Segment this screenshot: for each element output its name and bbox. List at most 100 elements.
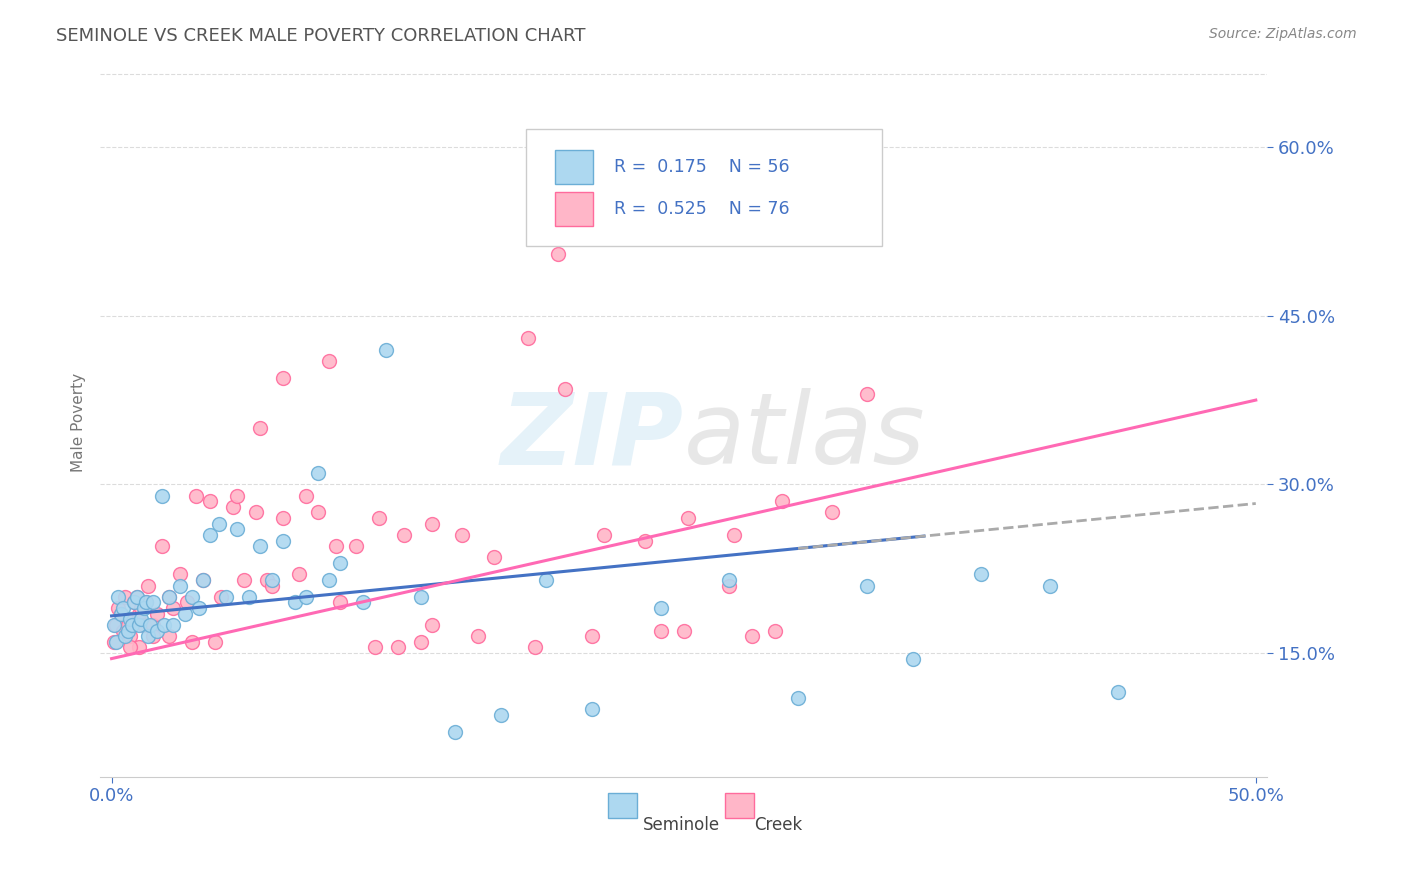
FancyBboxPatch shape (607, 793, 637, 818)
Point (970, 567, 993, 582)
Point (125, 590, 148, 604)
Point (443, 724, 465, 739)
Point (368, 511, 391, 525)
Point (107, 590, 129, 604)
Point (209, 590, 232, 604)
Y-axis label: Male Poverty: Male Poverty (72, 373, 86, 472)
Text: R =  0.525    N = 76: R = 0.525 N = 76 (613, 200, 789, 218)
Point (103, 634, 125, 648)
Point (581, 629, 603, 643)
Point (375, 343, 398, 357)
Point (650, 601, 672, 615)
Point (146, 607, 169, 621)
Point (114, 590, 136, 604)
Point (150, 489, 173, 503)
Point (208, 516, 231, 531)
Point (329, 556, 352, 570)
Point (142, 595, 165, 609)
Point (489, 707, 512, 722)
Point (142, 629, 165, 643)
Point (132, 601, 155, 615)
Text: Source: ZipAtlas.com: Source: ZipAtlas.com (1209, 27, 1357, 41)
Point (901, 651, 924, 665)
Point (409, 634, 432, 648)
Point (157, 629, 180, 643)
Point (855, 578, 877, 592)
Point (387, 640, 409, 655)
FancyBboxPatch shape (724, 793, 754, 818)
Point (157, 590, 180, 604)
Point (346, 539, 368, 553)
Point (260, 573, 283, 587)
Point (118, 629, 141, 643)
Point (672, 624, 695, 638)
Point (105, 618, 128, 632)
Point (215, 590, 238, 604)
Point (718, 578, 741, 592)
Point (482, 550, 505, 565)
Point (634, 533, 657, 548)
Point (169, 578, 191, 592)
Point (249, 421, 271, 435)
Point (124, 595, 146, 609)
Point (124, 595, 146, 609)
Point (517, 331, 540, 345)
Point (787, 690, 810, 705)
Point (191, 573, 214, 587)
Point (204, 634, 226, 648)
Point (186, 489, 208, 503)
Point (307, 466, 329, 480)
Point (450, 528, 472, 542)
Point (121, 612, 143, 626)
Point (162, 601, 184, 615)
Point (741, 629, 763, 643)
Point (295, 489, 318, 503)
Point (249, 539, 271, 553)
Point (650, 624, 672, 638)
Point (136, 629, 159, 643)
Point (467, 629, 489, 643)
Point (284, 595, 307, 609)
Point (169, 567, 191, 582)
Point (581, 702, 603, 716)
Point (409, 590, 432, 604)
Point (523, 640, 546, 655)
Point (173, 607, 195, 621)
Point (222, 500, 245, 514)
Point (325, 539, 347, 553)
Point (855, 387, 877, 401)
Point (110, 607, 132, 621)
Text: atlas: atlas (683, 388, 925, 485)
Point (128, 607, 150, 621)
FancyBboxPatch shape (555, 150, 593, 184)
Text: R =  0.175    N = 56: R = 0.175 N = 56 (613, 158, 789, 176)
Point (139, 618, 162, 632)
Point (1107, 685, 1129, 699)
Point (260, 578, 283, 592)
Point (592, 528, 614, 542)
Point (135, 595, 157, 609)
Point (288, 567, 311, 582)
Point (352, 595, 374, 609)
Point (128, 618, 150, 632)
Point (420, 618, 443, 632)
Point (198, 494, 221, 508)
FancyBboxPatch shape (526, 128, 882, 245)
Point (111, 601, 134, 615)
Point (770, 494, 793, 508)
Point (271, 533, 294, 548)
Point (180, 634, 202, 648)
Point (162, 618, 184, 632)
Point (180, 590, 202, 604)
Point (131, 601, 153, 615)
Point (125, 590, 148, 604)
Point (136, 578, 159, 592)
Point (135, 595, 157, 609)
Point (153, 618, 176, 632)
Point (105, 634, 128, 648)
Point (114, 629, 136, 643)
Point (131, 612, 153, 626)
Point (547, 247, 569, 261)
Point (142, 618, 165, 632)
Point (150, 539, 173, 553)
